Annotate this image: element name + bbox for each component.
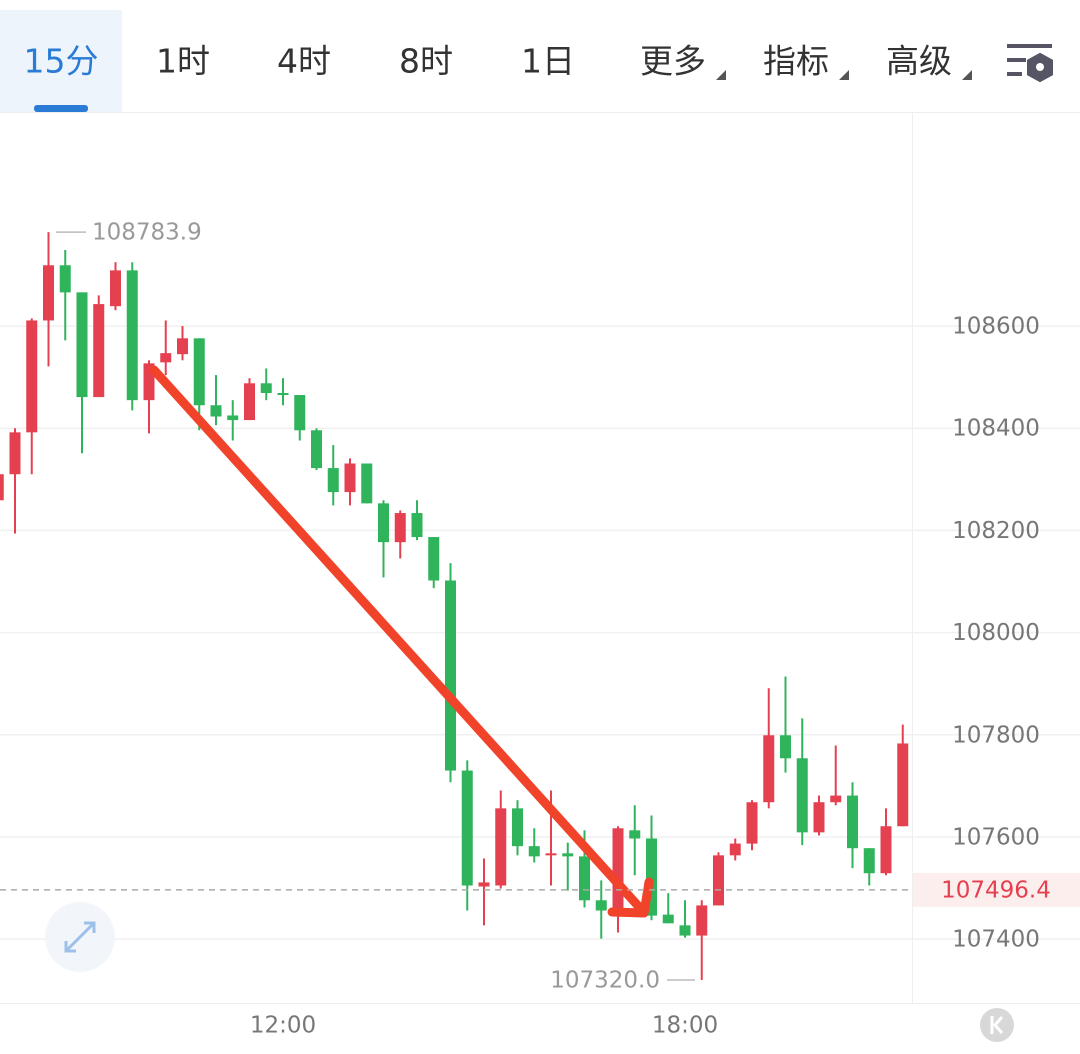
candle-body xyxy=(595,900,607,911)
candle-body xyxy=(579,856,590,901)
candle-body xyxy=(177,338,188,355)
candle-body xyxy=(478,882,490,887)
min-label: 107320.0 xyxy=(550,968,660,994)
y-tick-label: 108400 xyxy=(952,416,1040,442)
candle-body xyxy=(143,363,155,401)
candle-body xyxy=(411,513,423,538)
candle-body xyxy=(461,770,473,886)
candle-body xyxy=(629,830,641,839)
tab[interactable]: 更多 xyxy=(640,42,706,81)
candle-body xyxy=(227,415,239,421)
candle-body xyxy=(110,270,121,307)
candle-body xyxy=(646,838,657,916)
candle-body xyxy=(495,808,507,886)
candle-body xyxy=(679,925,691,936)
candle-body xyxy=(76,292,88,398)
tab[interactable]: 15分 xyxy=(24,42,99,81)
candle-body xyxy=(378,503,389,543)
x-tick-label: 18:00 xyxy=(652,1013,718,1039)
candle-body xyxy=(847,795,858,849)
candle-body xyxy=(26,320,38,433)
candle-body xyxy=(0,474,4,501)
active-tab-indicator xyxy=(34,105,88,112)
candle-body xyxy=(662,914,674,924)
candle-body xyxy=(729,843,741,856)
y-tick-label: 107400 xyxy=(952,927,1040,953)
y-tick-label: 108600 xyxy=(952,314,1040,340)
candle-body xyxy=(612,828,624,913)
candle-body xyxy=(696,905,708,936)
candle-body xyxy=(780,735,791,759)
tab[interactable]: 高级 xyxy=(886,42,952,81)
last-price-label: 107496.4 xyxy=(941,877,1051,903)
trend-arrow xyxy=(149,365,654,918)
candle-body xyxy=(863,848,875,874)
tab[interactable]: 1时 xyxy=(156,42,210,81)
candle-body xyxy=(160,353,172,363)
candle-body xyxy=(394,513,406,543)
candle-body xyxy=(59,265,71,293)
candle-body xyxy=(344,463,356,493)
candle-body xyxy=(796,758,808,833)
candle-body xyxy=(327,468,339,493)
labels: 107400 107600 107800 108000 108200 108400 1086… xyxy=(0,220,1080,1039)
candle-body xyxy=(897,743,909,827)
candles xyxy=(0,232,909,981)
candle-body xyxy=(43,265,54,321)
candle-body xyxy=(512,808,523,847)
candle-body xyxy=(713,855,724,906)
max-label: 108783.9 xyxy=(92,220,202,246)
candle-body xyxy=(193,338,205,406)
candle-body xyxy=(210,405,222,417)
candle-body xyxy=(880,826,892,874)
candle-body xyxy=(445,580,456,771)
candle-body xyxy=(813,802,825,833)
settings-icon[interactable] xyxy=(1007,44,1053,83)
candle-body xyxy=(746,802,758,844)
candle-body xyxy=(126,270,138,401)
y-tick-label: 107800 xyxy=(952,722,1040,748)
candle-body xyxy=(260,383,272,393)
candle-body xyxy=(361,463,373,504)
candle-body xyxy=(428,537,440,581)
tab[interactable]: 1日 xyxy=(521,42,575,81)
scroll-latest-button[interactable] xyxy=(980,1008,1014,1042)
y-tick-label: 107600 xyxy=(952,824,1040,850)
dropdown-carets xyxy=(716,70,972,80)
candle-body xyxy=(830,795,842,803)
last-price-tag xyxy=(913,872,1080,907)
tab[interactable]: 指标 xyxy=(763,42,829,81)
y-tick-label: 108000 xyxy=(952,620,1040,646)
candle-body xyxy=(311,430,322,469)
candle-body xyxy=(545,853,557,856)
tab[interactable]: 8时 xyxy=(399,42,453,81)
x-tick-label: 12:00 xyxy=(250,1013,316,1039)
active-tab-bg xyxy=(0,10,122,112)
candle-body xyxy=(244,383,255,421)
candle-body xyxy=(93,304,105,398)
candle-body xyxy=(277,392,289,396)
candle-body xyxy=(9,432,21,475)
candle-body xyxy=(294,395,306,431)
y-tick-label: 108200 xyxy=(952,518,1040,544)
tab[interactable]: 4时 xyxy=(277,42,331,81)
candle-body xyxy=(562,853,574,857)
candle-body xyxy=(763,735,775,803)
expand-button[interactable] xyxy=(45,902,115,972)
grid xyxy=(0,325,1080,940)
candle-body xyxy=(528,846,540,857)
